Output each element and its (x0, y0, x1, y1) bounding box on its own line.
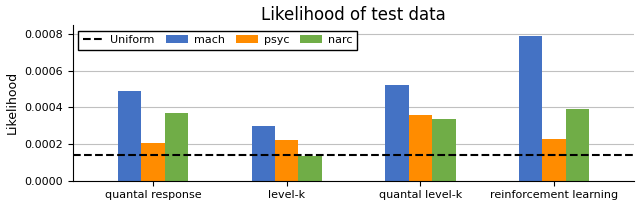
Bar (298, 156, 322, 181)
Bar (275, 140, 298, 181)
Bar (164, 113, 188, 181)
Y-axis label: Likelihood: Likelihood (6, 71, 19, 135)
Bar (118, 91, 141, 181)
Bar (409, 115, 432, 181)
Bar (252, 126, 275, 181)
Bar (543, 139, 566, 181)
Bar (141, 143, 164, 181)
Legend: Uniform, mach, psyc, narc: Uniform, mach, psyc, narc (78, 31, 357, 50)
Bar (566, 109, 589, 181)
Bar (385, 85, 409, 181)
Title: Likelihood of test data: Likelihood of test data (261, 6, 446, 23)
Bar (432, 119, 456, 181)
Bar (519, 36, 543, 181)
